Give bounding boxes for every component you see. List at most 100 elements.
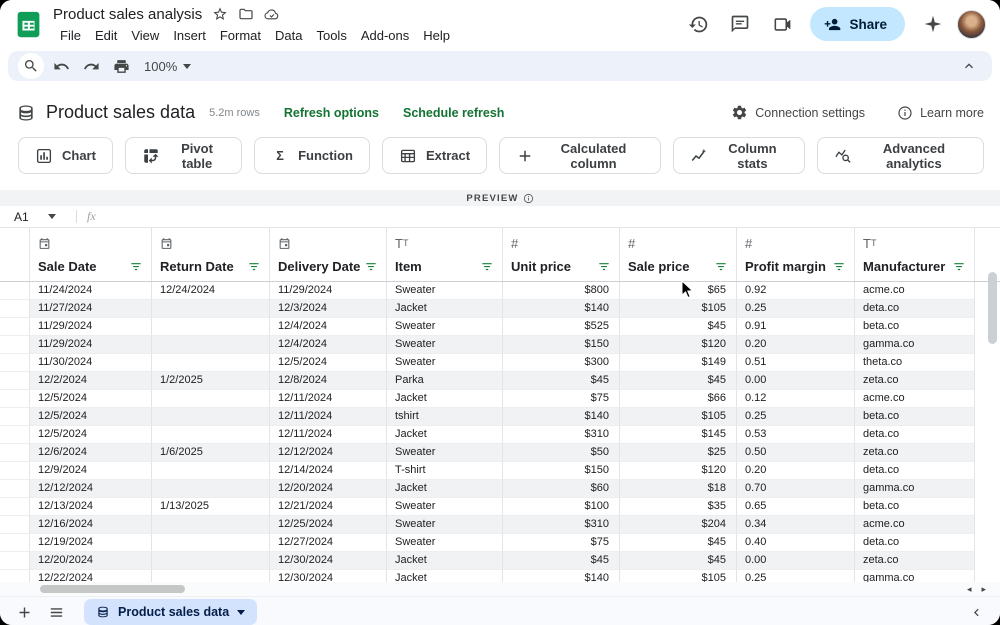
move-folder-icon[interactable] [238,6,254,22]
share-button[interactable]: Share [810,7,905,41]
zoom-control[interactable]: 100% [138,59,197,74]
cell[interactable] [152,390,270,408]
row-gutter[interactable] [0,318,30,336]
account-avatar[interactable] [957,9,986,39]
sheets-logo-icon[interactable] [14,10,43,39]
cell[interactable]: 12/12/2024 [270,444,387,462]
row-gutter[interactable] [0,498,30,516]
row-gutter[interactable] [0,336,30,354]
pivot-table-button[interactable]: Pivot table [124,137,243,174]
cell[interactable]: 12/20/2024 [270,480,387,498]
row-gutter[interactable] [0,354,30,372]
menu-tools[interactable]: Tools [316,27,347,43]
row-gutter[interactable] [0,426,30,444]
row-gutter[interactable] [0,408,30,426]
cell[interactable] [152,516,270,534]
column-header-sale-date[interactable]: Sale Date [30,228,152,281]
row-gutter[interactable] [0,444,30,462]
cell[interactable]: 0.51 [737,354,855,372]
hscroll-thumb[interactable] [40,585,185,593]
cell[interactable]: acme.co [855,516,975,534]
search-icon[interactable] [18,53,44,79]
cell[interactable]: 12/11/2024 [270,390,387,408]
chart-button[interactable]: Chart [18,137,113,174]
column-header-return-date[interactable]: Return Date [152,228,270,281]
document-title[interactable]: Product sales analysis [53,5,203,23]
cell[interactable]: $310 [503,516,620,534]
cell[interactable]: $75 [503,534,620,552]
cell[interactable]: $105 [620,408,737,426]
cell[interactable]: Sweater [387,444,503,462]
cell[interactable]: acme.co [855,282,975,300]
row-gutter[interactable] [0,570,30,582]
cell[interactable]: beta.co [855,318,975,336]
cell[interactable]: $310 [503,426,620,444]
cell[interactable] [152,480,270,498]
cell[interactable]: $105 [620,570,737,582]
cell[interactable]: Jacket [387,480,503,498]
meet-video-icon[interactable] [764,6,800,42]
cell[interactable]: $50 [503,444,620,462]
cell[interactable]: 0.92 [737,282,855,300]
column-header-delivery-date[interactable]: Delivery Date [270,228,387,281]
cell[interactable]: 12/11/2024 [270,408,387,426]
cell[interactable] [152,426,270,444]
cell[interactable]: deta.co [855,426,975,444]
cell[interactable]: 11/29/2024 [30,336,152,354]
filter-icon[interactable] [129,259,143,273]
cell[interactable]: acme.co [855,390,975,408]
filter-icon[interactable] [480,259,494,273]
cell[interactable]: 12/21/2024 [270,498,387,516]
cell[interactable]: Parka [387,372,503,390]
cell[interactable]: 12/25/2024 [270,516,387,534]
cell[interactable]: 12/13/2024 [30,498,152,516]
comments-icon[interactable] [722,6,758,42]
column-header-unit-price[interactable]: # Unit price [503,228,620,281]
cell[interactable] [152,408,270,426]
cell[interactable]: $150 [503,336,620,354]
cell[interactable]: 1/6/2025 [152,444,270,462]
cloud-saved-icon[interactable] [264,6,280,22]
cell[interactable]: 12/4/2024 [270,318,387,336]
menu-format[interactable]: Format [219,27,261,43]
cell[interactable]: 12/5/2024 [30,426,152,444]
advanced-analytics-button[interactable]: Advanced analytics [816,137,984,174]
cell[interactable]: 12/2/2024 [30,372,152,390]
name-box[interactable]: A1 [14,209,29,224]
cell[interactable]: 12/4/2024 [270,336,387,354]
cell[interactable]: 12/20/2024 [30,552,152,570]
cell[interactable]: Sweater [387,498,503,516]
menu-help[interactable]: Help [423,27,450,43]
column-header-item[interactable]: T T Item [387,228,503,281]
cell[interactable]: 0.25 [737,300,855,318]
cell[interactable]: 0.91 [737,318,855,336]
cell[interactable]: 12/5/2024 [270,354,387,372]
cell[interactable]: $140 [503,300,620,318]
cell[interactable]: 11/24/2024 [30,282,152,300]
filter-icon[interactable] [952,259,966,273]
cell[interactable]: Jacket [387,552,503,570]
cell[interactable]: $66 [620,390,737,408]
all-sheets-icon[interactable] [42,598,70,625]
cell[interactable]: deta.co [855,534,975,552]
cell[interactable]: 0.53 [737,426,855,444]
collapse-panel-icon[interactable] [962,598,990,625]
cell[interactable]: $800 [503,282,620,300]
cell[interactable]: 12/22/2024 [30,570,152,582]
cell[interactable]: Sweater [387,318,503,336]
cell[interactable]: 0.20 [737,336,855,354]
cell[interactable]: 12/5/2024 [30,408,152,426]
cell[interactable]: $300 [503,354,620,372]
menu-insert[interactable]: Insert [173,27,206,43]
cell[interactable]: $105 [620,300,737,318]
cell[interactable]: 11/29/2024 [30,318,152,336]
cell[interactable] [152,300,270,318]
cell[interactable]: Jacket [387,570,503,582]
cell[interactable]: beta.co [855,498,975,516]
star-icon[interactable] [212,6,228,22]
connection-settings-link[interactable]: Connection settings [731,104,865,121]
cell[interactable]: 0.34 [737,516,855,534]
cell[interactable]: zeta.co [855,372,975,390]
scroll-left-icon[interactable]: ◂ [966,584,972,594]
cell[interactable]: theta.co [855,354,975,372]
